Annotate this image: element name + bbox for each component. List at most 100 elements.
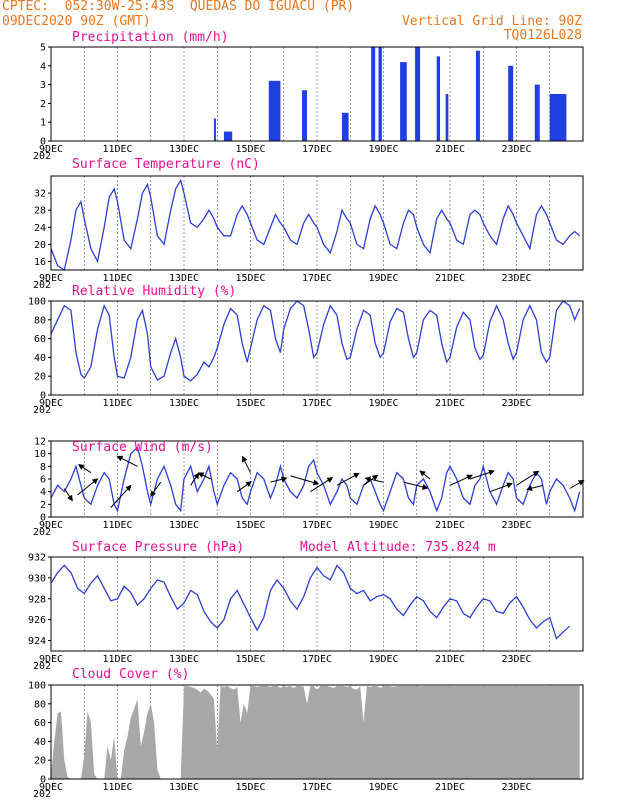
- wind-arrow-1: [77, 478, 99, 496]
- wind-arrow-9: [242, 455, 251, 473]
- precip-bar-0: [213, 118, 216, 141]
- y-tick-label: 930: [28, 573, 46, 584]
- precip-bar-5: [371, 47, 376, 141]
- precip-bar-10: [445, 94, 449, 141]
- y-tick-label: 80: [34, 699, 46, 710]
- precip-bar-13: [534, 84, 540, 141]
- x-tick-label: 19DEC: [368, 273, 398, 284]
- x-tick-label: 21DEC: [435, 654, 465, 665]
- wind-arrow-4: [116, 455, 138, 467]
- x-tick-label: 9DEC: [39, 654, 63, 665]
- y-tick-label: 16: [34, 257, 46, 268]
- panel-frame-1: [50, 175, 584, 271]
- x-tick-label: 23DEC: [501, 144, 531, 155]
- x-tick-label: 17DEC: [302, 273, 332, 284]
- x-tick-label: 19DEC: [368, 144, 398, 155]
- y-tick-label: 924: [28, 636, 46, 647]
- y-tick-label: 932: [28, 553, 46, 564]
- x-tick-label: 21DEC: [435, 782, 465, 793]
- y-tick-label: 20: [34, 756, 46, 767]
- wind-arrow-21: [516, 470, 540, 486]
- wind-arrow-16: [403, 481, 429, 490]
- wind-arrow-22: [526, 484, 544, 492]
- x-tick-label: 9DEC: [39, 398, 63, 409]
- x-year-label: 202: [33, 661, 51, 672]
- x-tick-label: 9DEC: [39, 520, 63, 531]
- y-tick-label: 24: [34, 223, 46, 234]
- wind-arrow-19: [469, 469, 495, 480]
- model-altitude-label: Model Altitude: 735.824 m: [300, 540, 496, 555]
- x-tick-label: 11DEC: [102, 654, 132, 665]
- precip-bar-12: [508, 65, 514, 141]
- y-tick-label: 0: [40, 137, 46, 148]
- y-tick-label: 1: [40, 118, 46, 129]
- y-tick-label: 0: [40, 775, 46, 786]
- y-tick-label: 32: [34, 189, 46, 200]
- wind-arrow-7: [197, 472, 211, 480]
- y-tick-label: 60: [34, 718, 46, 729]
- wind-arrow-3: [110, 484, 132, 508]
- y-tick-label: 100: [28, 297, 46, 308]
- wind-arrow-20: [489, 482, 513, 493]
- y-tick-label: 80: [34, 315, 46, 326]
- x-tick-label: 15DEC: [235, 520, 265, 531]
- precip-bar-3: [302, 90, 308, 141]
- x-tick-label: 21DEC: [435, 273, 465, 284]
- x-year-label: 202: [33, 789, 51, 800]
- y-tick-label: 2: [40, 99, 46, 110]
- y-tick-label: 100: [28, 681, 46, 692]
- panel-frame-0: [50, 46, 584, 142]
- x-tick-label: 11DEC: [102, 273, 132, 284]
- series-line-2: [50, 300, 581, 382]
- wind-arrow-6: [190, 472, 200, 486]
- x-tick-label: 13DEC: [169, 273, 199, 284]
- x-tick-label: 13DEC: [169, 782, 199, 793]
- y-tick-label: 10: [34, 449, 46, 460]
- y-tick-label: 0: [40, 513, 46, 524]
- y-tick-label: 28: [34, 206, 46, 217]
- panel-frame-5: [50, 684, 584, 780]
- x-tick-label: 17DEC: [302, 654, 332, 665]
- x-year-label: 202: [33, 151, 51, 162]
- x-tick-label: 21DEC: [435, 144, 465, 155]
- y-tick-label: 20: [34, 240, 46, 251]
- x-year-label: 202: [33, 405, 51, 416]
- x-tick-label: 9DEC: [39, 144, 63, 155]
- wind-arrow-10: [270, 476, 288, 483]
- wind-arrow-0: [63, 488, 73, 502]
- series-line-4: [50, 564, 571, 640]
- x-tick-label: 15DEC: [235, 144, 265, 155]
- y-tick-label: 3: [40, 80, 46, 91]
- x-tick-label: 23DEC: [501, 782, 531, 793]
- x-tick-label: 13DEC: [169, 398, 199, 409]
- header-grid-note: Vertical Grid Line: 90Z: [401, 14, 582, 29]
- x-tick-label: 17DEC: [302, 520, 332, 531]
- panel-frame-2: [50, 300, 584, 396]
- cloud-cover-area: [51, 685, 580, 779]
- precip-bar-7: [400, 62, 407, 141]
- x-year-label: 202: [33, 280, 51, 291]
- series-line-1: [50, 178, 581, 272]
- wind-arrow-17: [419, 470, 431, 480]
- wind-arrow-11: [290, 475, 320, 486]
- x-tick-label: 13DEC: [169, 520, 199, 531]
- x-tick-label: 19DEC: [368, 520, 398, 531]
- x-tick-label: 21DEC: [435, 398, 465, 409]
- series-line-3: [50, 446, 581, 513]
- y-tick-label: 4: [40, 487, 46, 498]
- y-tick-label: 928: [28, 594, 46, 605]
- precip-bar-8: [415, 47, 421, 141]
- wind-arrow-2: [78, 464, 92, 474]
- panel-title-5: Cloud Cover (%): [72, 667, 189, 682]
- wind-arrow-13: [336, 472, 360, 486]
- x-tick-label: 15DEC: [235, 273, 265, 284]
- y-tick-label: 60: [34, 334, 46, 345]
- y-tick-label: 5: [40, 43, 46, 54]
- x-tick-label: 17DEC: [302, 144, 332, 155]
- x-tick-label: 11DEC: [102, 398, 132, 409]
- panel-title-2: Relative Humidity (%): [72, 284, 236, 299]
- wind-arrow-15: [364, 476, 384, 483]
- x-tick-label: 15DEC: [235, 398, 265, 409]
- x-tick-label: 19DEC: [368, 782, 398, 793]
